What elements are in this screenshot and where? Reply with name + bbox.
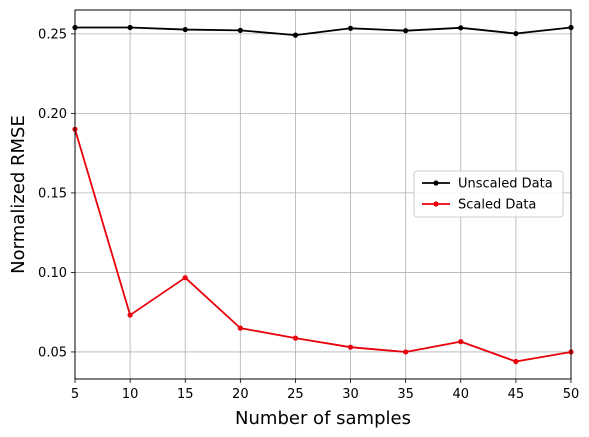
x-axis-label: Number of samples	[235, 408, 411, 429]
legend-item: Scaled Data	[422, 198, 536, 213]
series-line	[74, 129, 572, 363]
x-tick-label: 30	[342, 387, 359, 402]
series-0	[72, 24, 574, 38]
x-tick-label: 25	[287, 387, 304, 402]
data-point	[292, 32, 299, 38]
data-point	[513, 30, 519, 37]
x-tick-label: 40	[453, 387, 470, 402]
data-point	[403, 28, 409, 34]
series-1	[72, 126, 574, 365]
data-point	[403, 349, 409, 355]
x-tick-label: 35	[397, 387, 414, 402]
series-line	[75, 26, 572, 37]
y-tick-label: 0.05	[38, 345, 67, 360]
x-tick-label: 10	[122, 387, 139, 402]
legend-box	[413, 170, 564, 218]
data-point	[458, 25, 464, 31]
data-point	[347, 344, 354, 350]
y-tick-label: 0.20	[38, 107, 67, 122]
y-axis-label: Normalized RMSE	[8, 115, 29, 274]
data-point	[237, 27, 243, 33]
data-point	[127, 24, 133, 31]
data-point	[182, 275, 188, 281]
legend-swatch-marker	[433, 201, 439, 207]
data-point	[292, 335, 299, 341]
data-point	[347, 25, 354, 31]
y-tick-label: 0.10	[38, 266, 67, 281]
data-point	[458, 339, 464, 345]
series-layer	[72, 24, 574, 365]
x-tick-label: 45	[508, 387, 525, 402]
legend-swatch-marker	[433, 180, 439, 186]
x-tick-label: 50	[563, 387, 580, 402]
legend-label: Scaled Data	[458, 198, 536, 213]
y-axis-ticks: 0.05 0.10 0.15 0.20 0.25	[38, 27, 75, 360]
data-point	[127, 312, 133, 318]
x-tick-label: 15	[177, 387, 194, 402]
x-axis-ticks: 5 10 15 20 25 30 35 40 45 50	[71, 379, 579, 402]
legend: Unscaled Data Scaled Data	[413, 170, 564, 218]
x-tick-label: 20	[232, 387, 249, 402]
y-tick-label: 0.15	[38, 186, 67, 201]
data-point	[513, 358, 519, 365]
x-tick-label: 5	[71, 387, 79, 402]
data-point	[237, 325, 243, 331]
y-tick-label: 0.25	[38, 27, 67, 42]
legend-item: Unscaled Data	[422, 177, 553, 192]
legend-label: Unscaled Data	[458, 177, 553, 192]
data-point	[182, 26, 188, 33]
plot-frame	[74, 9, 572, 380]
